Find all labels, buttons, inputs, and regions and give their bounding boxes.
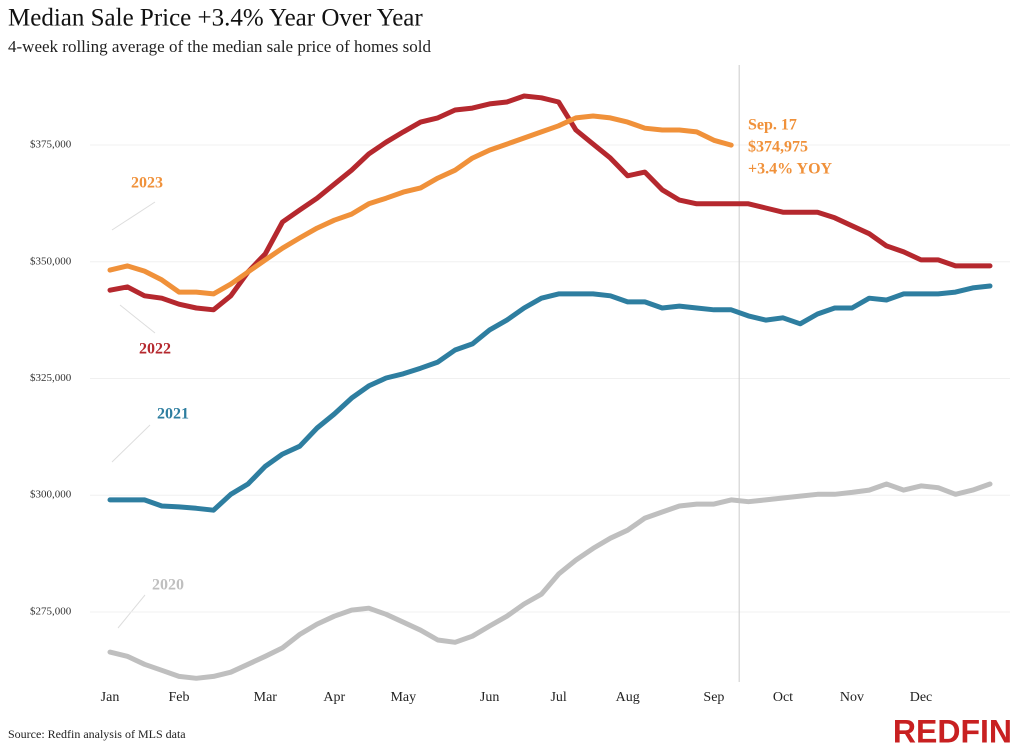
x-tick-label: Dec — [910, 690, 933, 705]
annotation: $374,975 — [748, 139, 808, 156]
y-tick-label: $275,000 — [30, 605, 72, 617]
annotation: +3.4% YOY — [748, 161, 833, 178]
y-tick-label: $375,000 — [30, 139, 72, 151]
brand-logo: REDFIN — [893, 713, 1012, 749]
source: Source: Redfin analysis of MLS data — [8, 727, 186, 741]
series-line — [107, 481, 993, 681]
label-pointers — [111, 201, 156, 629]
x-tick-label: Jul — [550, 690, 566, 705]
x-tick-label: Feb — [169, 690, 190, 705]
series-line — [107, 113, 734, 297]
x-tick-label: Apr — [323, 690, 345, 705]
chart-subtitle: 4-week rolling average of the median sal… — [8, 37, 431, 56]
x-tick-label: Aug — [616, 690, 640, 705]
series-label: 2021 — [157, 406, 189, 423]
series-label: 2023 — [131, 175, 163, 192]
y-tick-label: $350,000 — [30, 255, 72, 267]
series-label: 2020 — [152, 577, 184, 594]
annotation: Sep. 17 — [748, 117, 797, 134]
x-tick-label: Jun — [480, 690, 499, 705]
x-tick-label: Oct — [773, 690, 793, 705]
x-tick-label: May — [390, 690, 416, 705]
x-tick-label: Nov — [840, 690, 864, 705]
pointer — [111, 201, 156, 231]
pointer — [111, 424, 151, 463]
x-tick-label: Jan — [101, 690, 120, 705]
x-tick-label: Sep — [703, 690, 724, 705]
x-tick-label: Mar — [254, 690, 278, 705]
series-line — [107, 283, 993, 513]
series-label: 2022 — [139, 341, 171, 358]
chart-title: Median Sale Price +3.4% Year Over Year — [8, 5, 423, 32]
y-tick-label: $300,000 — [30, 489, 72, 501]
pointer — [119, 304, 156, 334]
y-tick-label: $325,000 — [30, 372, 72, 384]
